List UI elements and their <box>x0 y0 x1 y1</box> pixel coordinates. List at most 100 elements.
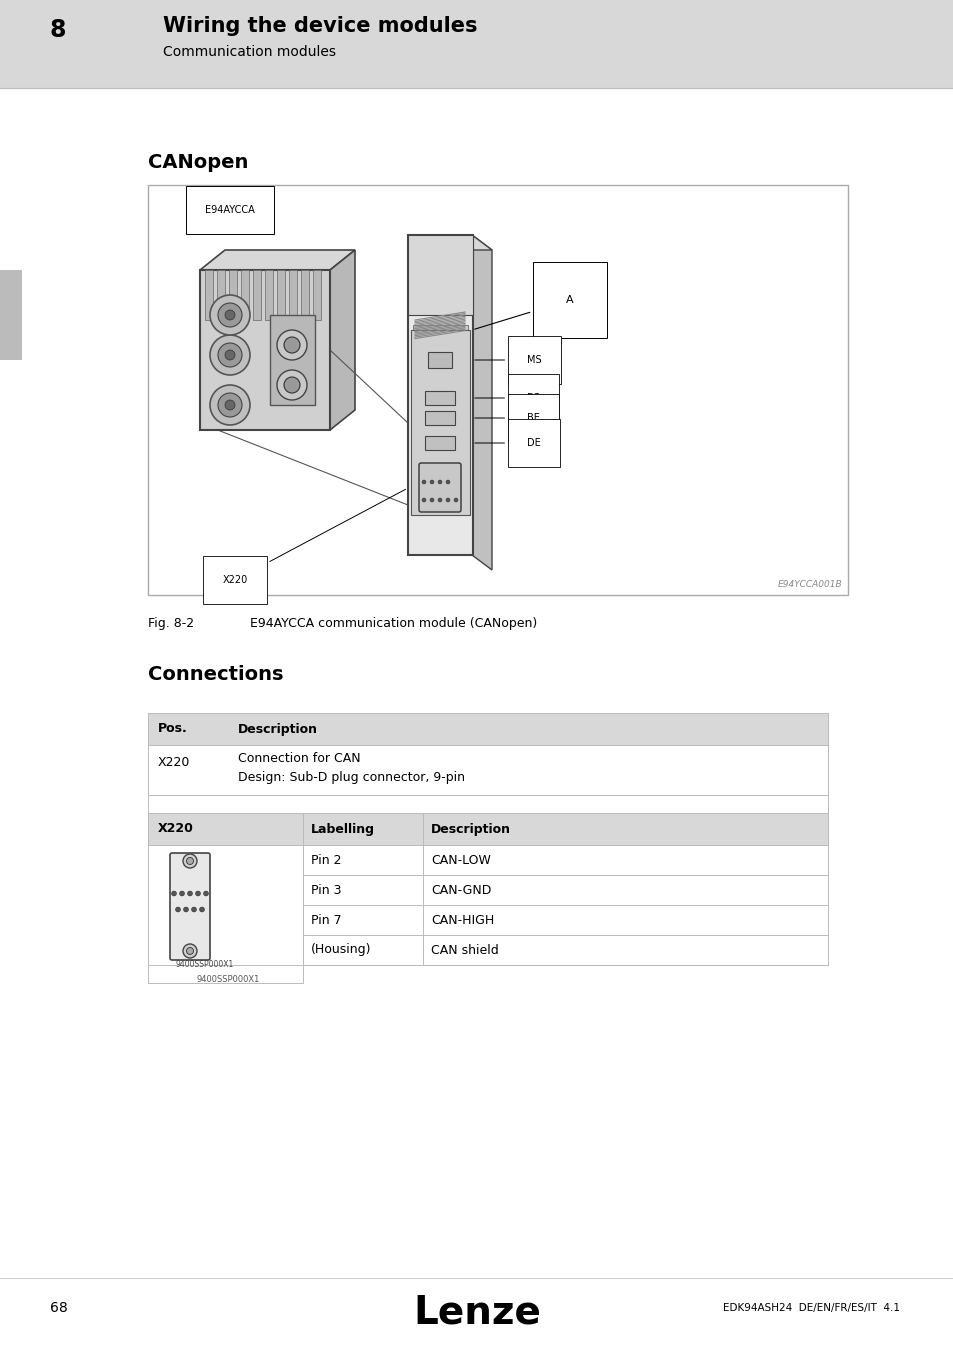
Text: Pin 7: Pin 7 <box>311 914 341 926</box>
Text: A: A <box>475 296 573 329</box>
Text: CAN shield: CAN shield <box>431 944 498 957</box>
Text: 68: 68 <box>50 1301 68 1315</box>
FancyBboxPatch shape <box>418 463 460 512</box>
Bar <box>313 270 320 320</box>
Circle shape <box>276 329 307 360</box>
Circle shape <box>186 948 193 954</box>
Polygon shape <box>408 235 492 250</box>
Bar <box>303 904 827 936</box>
Circle shape <box>186 857 193 864</box>
Polygon shape <box>200 250 355 270</box>
Text: Wiring the device modules: Wiring the device modules <box>163 16 477 36</box>
Bar <box>413 325 468 335</box>
Circle shape <box>284 377 299 393</box>
Bar <box>411 329 470 514</box>
Circle shape <box>446 481 450 485</box>
Bar <box>408 235 473 315</box>
Circle shape <box>421 498 426 502</box>
Text: Labelling: Labelling <box>311 822 375 836</box>
Circle shape <box>210 335 250 375</box>
Text: MS: MS <box>475 355 541 364</box>
Text: 9400SSP000X1: 9400SSP000X1 <box>175 960 233 969</box>
Text: Connections: Connections <box>148 666 283 684</box>
Bar <box>148 813 827 845</box>
Circle shape <box>179 891 184 896</box>
Text: Communication modules: Communication modules <box>163 45 335 59</box>
Text: Pos.: Pos. <box>158 722 188 736</box>
Text: Pin 2: Pin 2 <box>311 853 341 867</box>
Circle shape <box>446 498 450 502</box>
Bar <box>148 845 303 983</box>
Circle shape <box>421 481 426 485</box>
Text: Description: Description <box>237 722 317 736</box>
Circle shape <box>225 400 234 410</box>
Circle shape <box>225 310 234 320</box>
Text: (Housing): (Housing) <box>311 944 371 957</box>
Circle shape <box>183 855 196 868</box>
Bar <box>301 270 309 320</box>
Bar <box>148 745 827 795</box>
Circle shape <box>203 891 209 896</box>
Text: Pin 3: Pin 3 <box>311 883 341 896</box>
Bar <box>0 0 953 88</box>
Bar <box>424 410 455 425</box>
Bar <box>148 713 827 745</box>
Text: X220: X220 <box>222 489 405 585</box>
Bar <box>265 270 273 320</box>
Circle shape <box>210 385 250 425</box>
Text: 8: 8 <box>50 18 67 42</box>
Text: X220: X220 <box>158 822 193 836</box>
FancyBboxPatch shape <box>170 853 210 960</box>
Text: Description: Description <box>431 822 511 836</box>
Bar <box>270 315 314 405</box>
Bar <box>424 392 455 405</box>
Polygon shape <box>330 250 355 431</box>
Text: CAN-LOW: CAN-LOW <box>431 853 491 867</box>
Circle shape <box>192 907 196 913</box>
Text: EDK94ASH24  DE/EN/FR/ES/IT  4.1: EDK94ASH24 DE/EN/FR/ES/IT 4.1 <box>722 1303 899 1314</box>
Text: E94AYCCA communication module (CANopen): E94AYCCA communication module (CANopen) <box>250 617 537 629</box>
Circle shape <box>218 343 242 367</box>
Text: CAN-HIGH: CAN-HIGH <box>431 914 494 926</box>
Circle shape <box>218 393 242 417</box>
Text: CANopen: CANopen <box>148 154 248 173</box>
Bar <box>205 270 213 320</box>
Bar <box>428 352 452 369</box>
Bar <box>229 270 236 320</box>
Circle shape <box>454 498 457 502</box>
Text: BE: BE <box>475 413 539 423</box>
Circle shape <box>175 907 180 913</box>
Circle shape <box>210 296 250 335</box>
Bar <box>148 185 847 595</box>
Text: Design: Sub-D plug connector, 9-pin: Design: Sub-D plug connector, 9-pin <box>237 771 464 783</box>
Bar <box>0 270 22 360</box>
Circle shape <box>218 302 242 327</box>
Circle shape <box>183 907 189 913</box>
Text: Connection for CAN: Connection for CAN <box>237 752 360 765</box>
Circle shape <box>188 891 193 896</box>
Bar <box>253 270 261 320</box>
Text: Fig. 8-2: Fig. 8-2 <box>148 617 193 629</box>
Text: Lenze: Lenze <box>413 1293 540 1331</box>
Circle shape <box>172 891 176 896</box>
Circle shape <box>225 350 234 360</box>
Bar <box>303 845 827 875</box>
Bar <box>303 875 827 905</box>
Circle shape <box>199 907 204 913</box>
Circle shape <box>437 481 441 485</box>
Text: E94AYCCA: E94AYCCA <box>205 205 254 215</box>
Bar <box>276 270 285 320</box>
Bar <box>408 235 473 555</box>
Circle shape <box>195 891 200 896</box>
Bar <box>303 936 827 965</box>
Text: E94YCCA001B: E94YCCA001B <box>777 580 841 589</box>
Circle shape <box>284 338 299 352</box>
Bar <box>289 270 296 320</box>
Text: X220: X220 <box>158 756 191 768</box>
Circle shape <box>430 498 434 502</box>
Text: DE: DE <box>475 437 540 448</box>
Text: CAN-GND: CAN-GND <box>431 883 491 896</box>
Circle shape <box>276 370 307 400</box>
Text: 9400SSP000X1: 9400SSP000X1 <box>196 975 259 984</box>
Bar <box>241 270 249 320</box>
